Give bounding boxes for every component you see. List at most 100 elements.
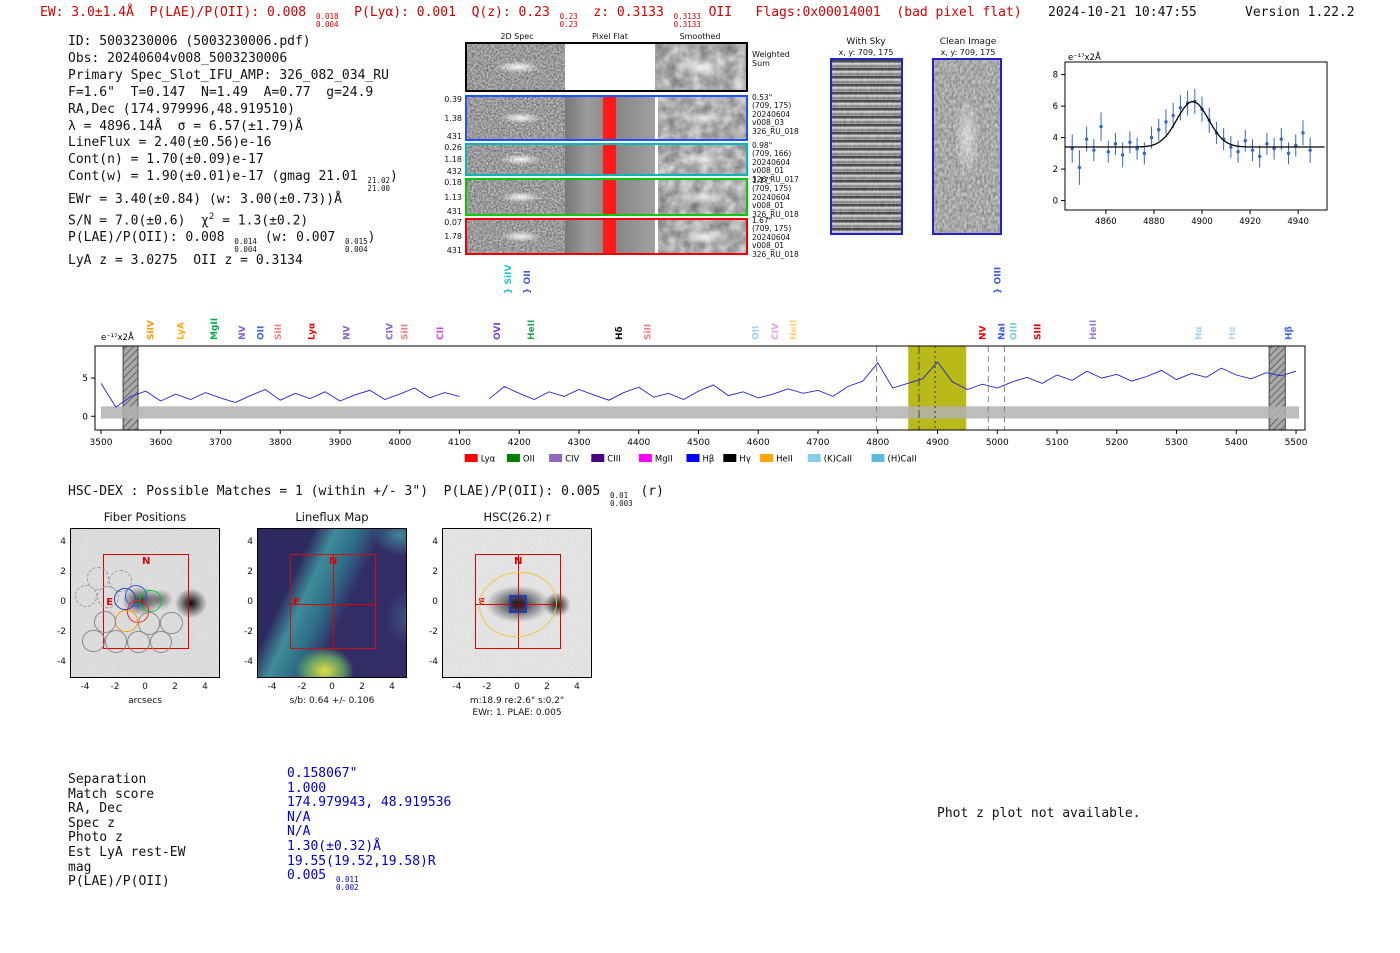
row-annotations: 0.53" (709, 175) 20240604 v008_03 326_RU_018 <box>752 93 799 136</box>
svg-text:5000: 5000 <box>986 438 1009 448</box>
tick-label: 2 <box>544 682 550 692</box>
east-label: E <box>293 597 301 608</box>
fiber-circle <box>149 631 173 654</box>
full-spectrum-svg: 3500 3600 3700 3800 3900 4000 4100 4200 4300 4400… <box>82 265 1307 465</box>
smoothed-strip <box>656 220 746 253</box>
tick-label: 0 <box>432 597 438 607</box>
svg-text:4600: 4600 <box>747 438 770 448</box>
svg-text:NaI: NaI <box>997 323 1007 340</box>
info-line: LineFlux = 2.40(±0.56)e-16 <box>68 135 272 151</box>
svg-text:3800: 3800 <box>269 438 292 448</box>
svg-text:} SiIV: } SiIV <box>504 265 514 294</box>
photz-note: Phot z plot not available. <box>937 806 1141 821</box>
svg-text:4400: 4400 <box>627 438 650 448</box>
svg-text:Hα: Hα <box>1228 326 1238 340</box>
match-table-row: Photo z N/A <box>68 824 451 845</box>
svg-text:OII: OII <box>523 455 535 465</box>
col-header-2dspec: 2D Spec <box>500 32 534 41</box>
noise-image <box>832 60 901 233</box>
match-table: Separation 0.158067" Match score 1.000 RA, D… <box>68 766 452 891</box>
svg-text:Hβ: Hβ <box>703 455 715 465</box>
tick-label: 0 <box>514 682 520 692</box>
row-left-values: 0.07 1.78 431 <box>444 218 462 255</box>
bad-pixel-stripe <box>603 97 616 139</box>
svg-text:OIII: OIII <box>1009 322 1019 340</box>
match-row-value: 0.158067" <box>287 766 358 781</box>
svg-text:Lyα: Lyα <box>307 323 317 340</box>
tick-label: -2 <box>429 627 438 637</box>
match-row-label: P(LAE)/P(OII) <box>68 874 170 890</box>
line-fit-svg: 4860 4880 4900 4920 4940 0 2 4 6 8 e⁻¹⁷x2Å <box>1053 51 1328 227</box>
noise-image <box>467 145 565 174</box>
tick-label: 2 <box>247 567 253 577</box>
noise-image <box>658 145 746 174</box>
withsky-image-panel <box>830 58 903 235</box>
noise-image <box>467 97 565 139</box>
noise-image <box>467 220 565 253</box>
match-row-value: 174.979943, 48.919536 <box>287 795 452 811</box>
svg-text:3900: 3900 <box>329 438 352 448</box>
sky-noise <box>832 60 901 233</box>
row-left-values: 0.26 1.18 432 <box>444 143 462 176</box>
tick-label: -4 <box>452 682 462 692</box>
svg-text:5: 5 <box>82 374 88 384</box>
detection-info-block: ID: 5003230006 (5003230006.pdf) Obs: 2024… <box>68 34 398 270</box>
pixel-flat-strip <box>565 145 655 174</box>
row-annotations: 1.67" (709, 175) 20240604 v008_01 326_RU_018 <box>752 216 799 259</box>
hsc-dex-match-line: HSC-DEX : Possible Matches = 1 (within +… <box>68 484 664 508</box>
tick-label: -4 <box>57 657 66 667</box>
tick-label: 2 <box>172 682 178 692</box>
twod-spec-strip <box>467 220 565 253</box>
match-table-row: P(LAE)/P(OII) 0.005 0.011 0.002 <box>68 868 451 891</box>
info-line: Primary Spec_Slot_IFU_AMP: 326_082_034_R… <box>68 67 389 83</box>
match-table-row: Spec z N/A <box>68 809 451 831</box>
svg-text:4500: 4500 <box>687 438 710 448</box>
svg-text:4200: 4200 <box>508 438 531 448</box>
hsc-caption-2: EWr: 1. PLAE: 0.005 <box>472 708 562 718</box>
tick-label: 2 <box>60 567 66 577</box>
clean-highlight <box>934 60 1000 233</box>
svg-text:SiII: SiII <box>274 324 284 340</box>
catalog-position-square <box>509 595 527 613</box>
svg-text:LyA: LyA <box>176 322 186 340</box>
info-line: Cont(w) = 1.90(±0.01)e-17 (gmag 21.01 21… <box>68 169 398 193</box>
twod-fiber-row <box>465 95 748 141</box>
tick-label: -4 <box>244 657 253 667</box>
svg-text:6: 6 <box>1053 102 1058 112</box>
bad-pixel-stripe <box>603 180 616 214</box>
fiber-circle <box>115 610 138 633</box>
withsky-xy: x, y: 709, 175 <box>838 48 894 57</box>
summary-header-line: EW: 3.0±1.4Å P(LAE)/P(OII): 0.008 0.018 0… <box>40 5 1022 29</box>
match-row-value: N/A <box>287 809 311 825</box>
svg-text:CIV: CIV <box>386 323 396 340</box>
svg-text:e⁻¹⁷x2Å: e⁻¹⁷x2Å <box>1068 51 1101 63</box>
twod-spec-image <box>467 44 565 90</box>
svg-text:(H)CaII: (H)CaII <box>888 455 917 465</box>
svg-text:0: 0 <box>1053 197 1058 207</box>
twod-fiber-row <box>465 143 748 176</box>
svg-text:4880: 4880 <box>1143 217 1165 227</box>
svg-text:NV: NV <box>238 325 248 340</box>
crosshair-vertical <box>333 553 335 649</box>
tick-label: 4 <box>389 682 395 692</box>
info-line: S/N = 7.0(±0.6) χ2 = 1.3(±0.2) <box>68 212 309 229</box>
tick-label: 2 <box>359 682 365 692</box>
timestamp: 2024-10-21 10:47:55 <box>1048 5 1197 20</box>
fiber-circle <box>74 584 98 607</box>
svg-text:4860: 4860 <box>1095 217 1117 227</box>
info-line: Obs: 20240604v008_5003230006 <box>68 50 288 66</box>
svg-text:HeII: HeII <box>527 320 537 340</box>
svg-text:} OII: } OII <box>523 270 533 294</box>
svg-text:4900: 4900 <box>926 438 949 448</box>
row-left-values: 0.18 1.13 431 <box>444 178 462 216</box>
info-line: ID: 5003230006 (5003230006.pdf) <box>68 34 311 49</box>
pixel-flat-blank <box>565 44 655 90</box>
info-line: EWr = 3.40(±0.84) (w: 3.00(±0.73))Å <box>68 192 342 208</box>
fiber-circle <box>160 611 183 634</box>
svg-text:5300: 5300 <box>1165 438 1188 448</box>
north-label: N <box>329 555 338 567</box>
